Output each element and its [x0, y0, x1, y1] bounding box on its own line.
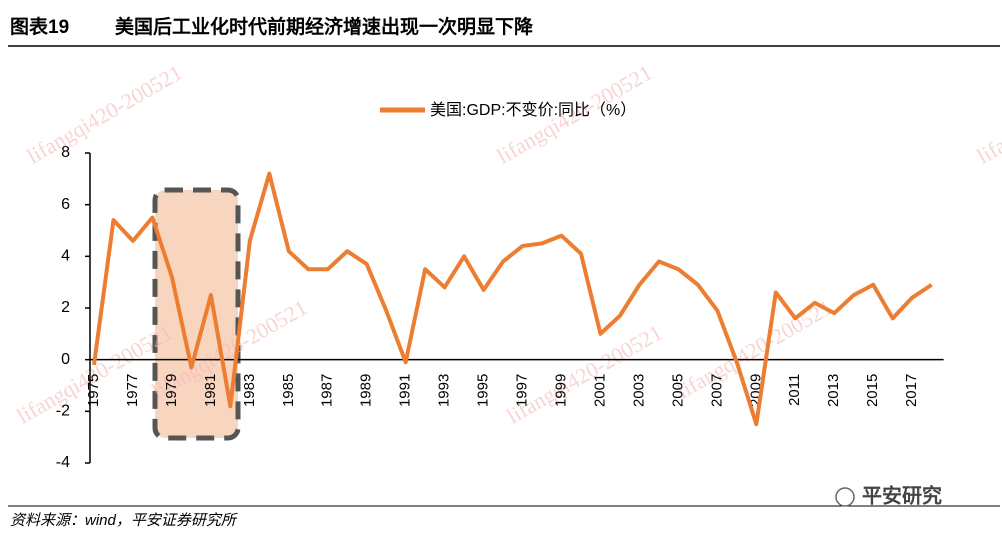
x-tick-label: 1979 [163, 374, 180, 407]
x-tick-label: 2007 [708, 374, 725, 407]
data-line [92, 171, 933, 427]
chart-title: 美国后工业化时代前期经济增速出现一次明显下降 [115, 15, 534, 38]
x-tick-label: 2017 [903, 374, 920, 407]
x-tick-label: 2003 [630, 374, 647, 407]
x-tick-label: 1985 [280, 374, 297, 407]
watermark: lifangqi420-200521 [23, 60, 187, 169]
x-tick-label: 2001 [591, 374, 608, 407]
x-tick-label: 2011 [786, 374, 803, 406]
x-tick-label: 1999 [552, 374, 569, 407]
x-tick-label: 1983 [241, 374, 258, 407]
x-tick-label: 1991 [397, 374, 414, 407]
watermark: lifangqi420-200521 [973, 60, 1002, 169]
highlight-box [152, 187, 241, 441]
x-tick-label: 1977 [124, 374, 141, 407]
figure-label: 图表19 [10, 15, 69, 38]
y-tick-label: -4 [56, 454, 70, 471]
x-tick-label: 2005 [669, 374, 686, 407]
x-tick-label: 2015 [864, 374, 881, 407]
y-tick-label: 2 [61, 299, 70, 316]
y-tick-label: 4 [61, 248, 70, 265]
x-tick-label: 1993 [436, 374, 453, 407]
y-tick-label: 0 [61, 351, 70, 368]
x-tick-label: 1981 [202, 374, 219, 407]
legend-label: 美国:GDP:不变价:同比（%） [430, 101, 636, 119]
logo-text: 平安研究 [862, 483, 942, 507]
y-tick-label: 6 [61, 196, 70, 213]
x-tick-label: 1989 [358, 374, 375, 407]
x-tick-label: 1995 [475, 374, 492, 407]
x-tick-label: 1975 [85, 374, 102, 407]
y-tick-label: -2 [56, 403, 70, 420]
source-note: 资料来源：wind，平安证券研究所 [10, 512, 238, 529]
x-tick-label: 1987 [319, 374, 336, 407]
y-tick-label: 8 [61, 144, 70, 161]
logo-icon [835, 487, 855, 507]
x-tick-label: 1997 [514, 374, 531, 407]
x-tick-label: 2013 [825, 374, 842, 407]
